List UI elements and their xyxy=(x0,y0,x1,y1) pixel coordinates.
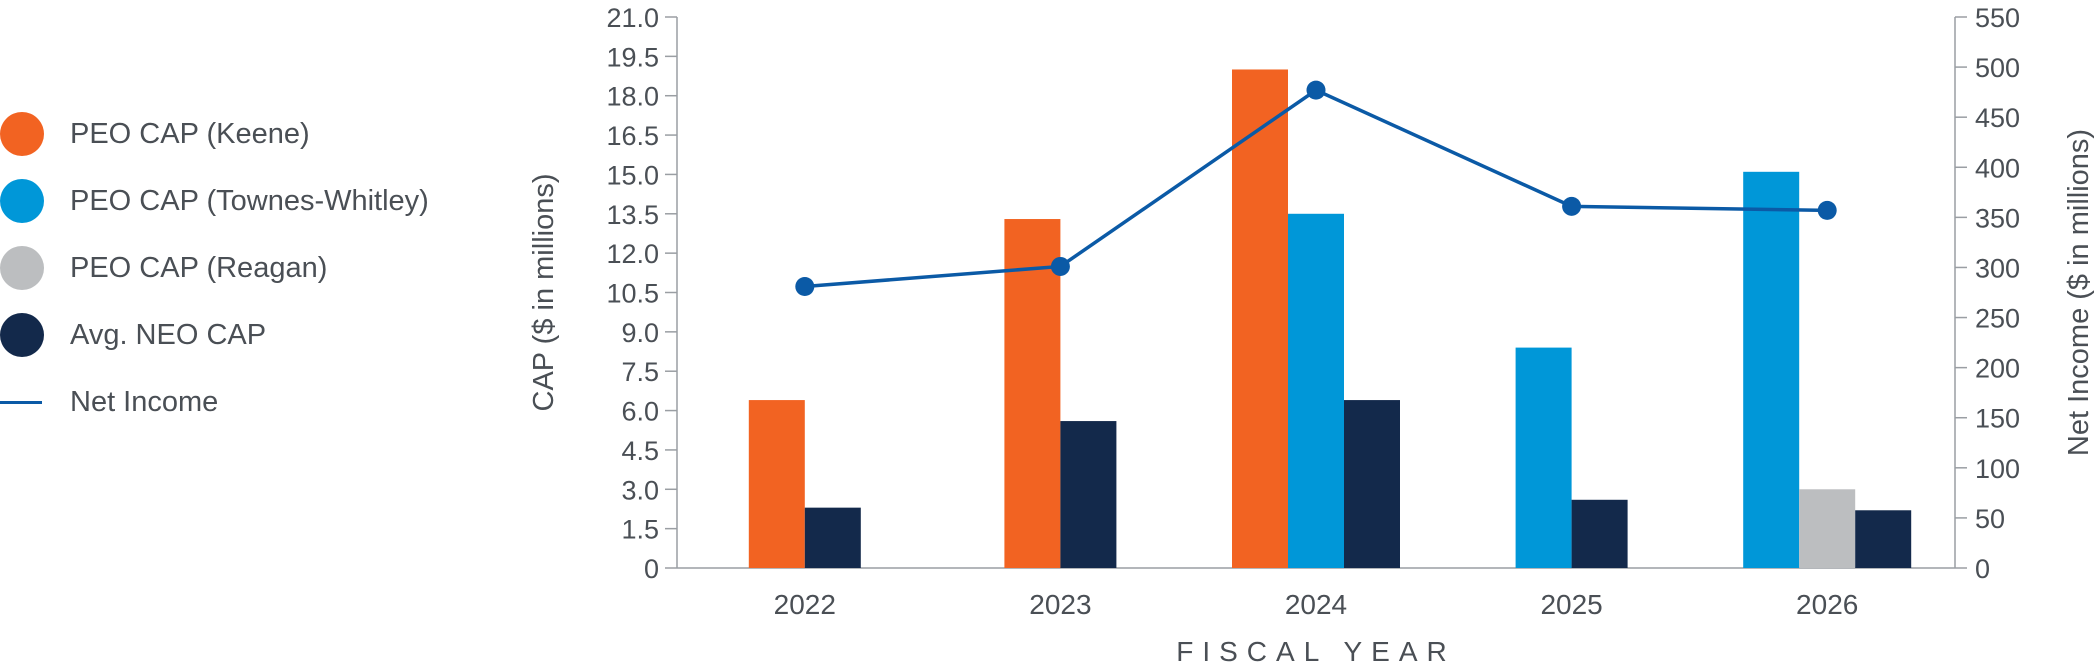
left-tick-label: 21.0 xyxy=(606,3,659,33)
legend-swatch-net-income xyxy=(0,401,42,404)
x-tick-label: 2022 xyxy=(774,589,836,620)
net-income-point-2026 xyxy=(1817,200,1837,220)
right-tick-label: 100 xyxy=(1975,454,2020,484)
legend-label-reagan: PEO CAP (Reagan) xyxy=(70,252,328,284)
right-tick-label: 500 xyxy=(1975,53,2020,83)
left-tick-label: 6.0 xyxy=(621,397,659,427)
left-tick-label: 15.0 xyxy=(606,160,659,190)
legend-label-net-income: Net Income xyxy=(70,386,219,418)
legend-item-reagan: PEO CAP (Reagan) xyxy=(0,244,500,292)
bar-avg-neo-cap-2023 xyxy=(1060,421,1117,568)
bar-avg-neo-cap-2025 xyxy=(1571,499,1628,568)
left-tick-label: 7.5 xyxy=(621,357,659,387)
right-tick-label: 350 xyxy=(1975,203,2020,233)
bar-peo-cap-keene--2023 xyxy=(1004,219,1061,569)
legend-item-avg-neo: Avg. NEO CAP xyxy=(0,311,500,359)
x-tick-label: 2023 xyxy=(1029,589,1091,620)
x-axis-title: FISCAL YEAR xyxy=(1176,636,1456,667)
net-income-point-2024 xyxy=(1306,80,1326,100)
legend-label-townes-whitley: PEO CAP (Townes-Whitley) xyxy=(70,185,429,217)
legend-item-townes-whitley: PEO CAP (Townes-Whitley) xyxy=(0,177,500,225)
left-tick-label: 13.5 xyxy=(606,200,659,230)
left-tick-label: 0 xyxy=(644,554,659,584)
legend-item-keene: PEO CAP (Keene) xyxy=(0,110,500,158)
bar-peo-cap-reagan--2026 xyxy=(1799,489,1856,568)
left-tick-label: 9.0 xyxy=(621,318,659,348)
x-tick-label: 2024 xyxy=(1285,589,1347,620)
legend-swatch-keene xyxy=(0,112,44,156)
right-tick-label: 300 xyxy=(1975,253,2020,283)
net-income-point-2022 xyxy=(795,276,815,296)
right-tick-label: 0 xyxy=(1975,554,1990,584)
x-tick-label: 2025 xyxy=(1540,589,1602,620)
bar-avg-neo-cap-2026 xyxy=(1855,510,1912,568)
left-tick-label: 4.5 xyxy=(621,436,659,466)
left-tick-label: 18.0 xyxy=(606,82,659,112)
net-income-point-2023 xyxy=(1050,256,1070,276)
x-tick-label: 2026 xyxy=(1796,589,1858,620)
right-tick-label: 550 xyxy=(1975,3,2020,33)
bar-avg-neo-cap-2022 xyxy=(804,507,861,568)
bar-peo-cap-townes-whitley--2025 xyxy=(1515,347,1572,568)
right-tick-label: 450 xyxy=(1975,103,2020,133)
legend-label-keene: PEO CAP (Keene) xyxy=(70,118,310,150)
left-tick-label: 3.0 xyxy=(621,475,659,505)
legend-swatch-reagan xyxy=(0,246,44,290)
bar-peo-cap-keene--2022 xyxy=(748,400,805,568)
bar-avg-neo-cap-2024 xyxy=(1344,400,1400,568)
legend-item-net-income: Net Income xyxy=(0,378,500,426)
right-tick-label: 400 xyxy=(1975,153,2020,183)
y2-axis-title: Net Income ($ in millions) xyxy=(2063,129,2095,456)
left-tick-label: 12.0 xyxy=(606,239,659,269)
left-tick-label: 16.5 xyxy=(606,121,659,151)
left-tick-label: 19.5 xyxy=(606,42,659,72)
left-tick-label: 1.5 xyxy=(621,515,659,545)
right-tick-label: 250 xyxy=(1975,304,2020,334)
bar-peo-cap-keene--2024 xyxy=(1232,69,1288,568)
right-tick-label: 50 xyxy=(1975,504,2005,534)
bar-peo-cap-townes-whitley--2024 xyxy=(1288,213,1344,569)
bar-peo-cap-townes-whitley--2026 xyxy=(1743,171,1800,569)
legend-swatch-avg-neo xyxy=(0,313,44,357)
right-tick-label: 200 xyxy=(1975,354,2020,384)
right-tick-label: 150 xyxy=(1975,404,2020,434)
left-tick-label: 10.5 xyxy=(606,279,659,309)
legend-label-avg-neo: Avg. NEO CAP xyxy=(70,319,267,351)
net-income-point-2025 xyxy=(1562,196,1582,216)
y-axis-title: CAP ($ in millions) xyxy=(528,174,560,412)
legend-swatch-townes-whitley xyxy=(0,179,44,223)
